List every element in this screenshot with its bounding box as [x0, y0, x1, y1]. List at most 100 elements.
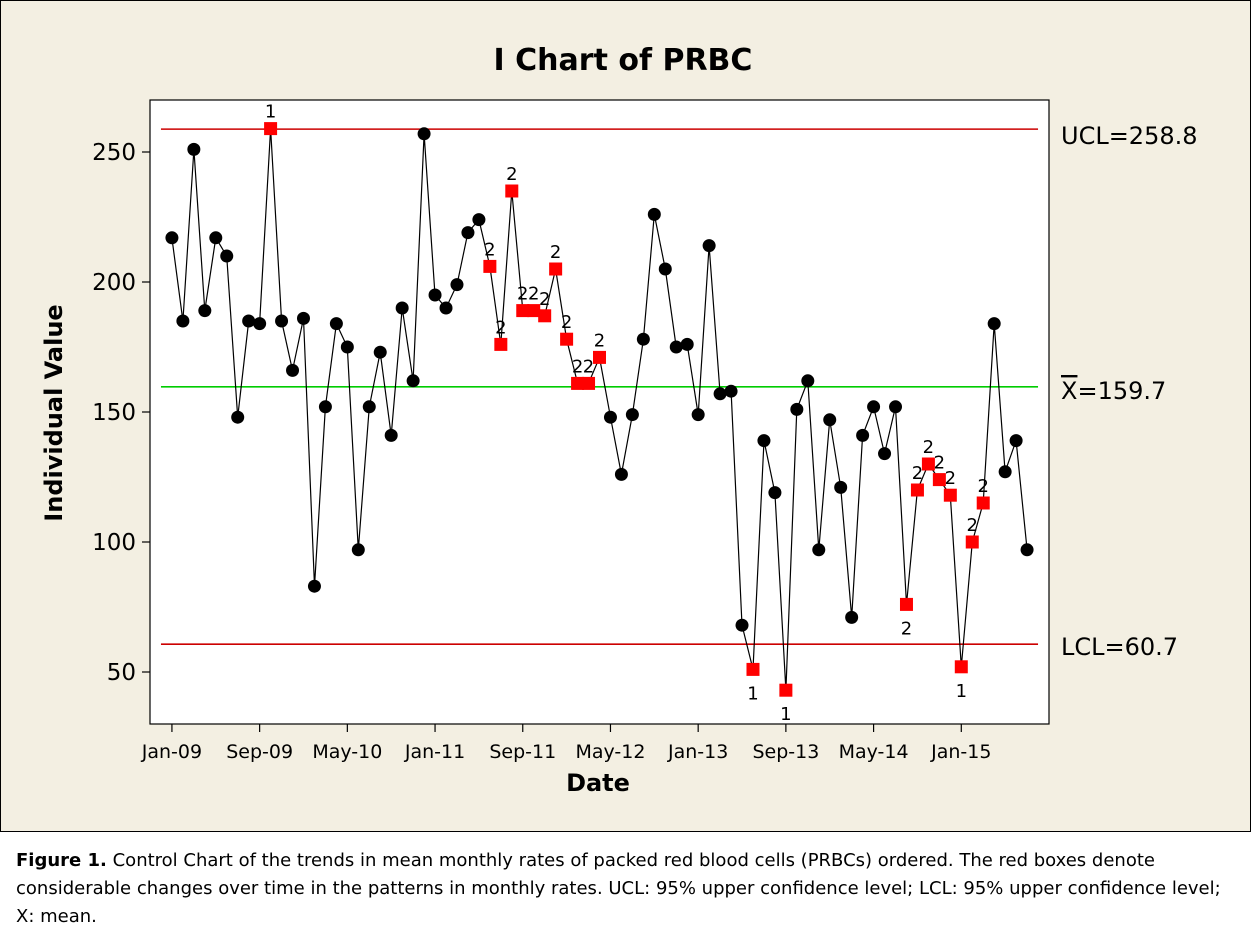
- data-points: [165, 122, 1034, 697]
- y-tick-label: 150: [92, 400, 136, 426]
- caption-text: Control Chart of the trends in mean mont…: [16, 850, 1221, 927]
- flag-label: 2: [506, 164, 517, 185]
- flag-label: 2: [901, 618, 912, 639]
- flagged-data-point: [264, 122, 278, 136]
- flag-label: 2: [517, 284, 528, 305]
- flag-label: 1: [956, 681, 967, 702]
- flagged-data-point: [593, 350, 606, 364]
- data-point: [987, 317, 1001, 331]
- data-point: [889, 400, 903, 414]
- flagged-data-point: [538, 309, 552, 323]
- data-point: [735, 618, 749, 632]
- data-point: [242, 314, 256, 328]
- flagged-data-point: [954, 660, 968, 674]
- y-axis: 50 100 150 200 250: [92, 140, 150, 686]
- x-tick-label: Jan-15: [930, 741, 991, 763]
- data-point: [823, 413, 837, 427]
- flag-label: 2: [539, 289, 550, 310]
- ucl-label: UCL=258.8: [1061, 122, 1198, 150]
- x-tick-label: May-10: [312, 741, 382, 763]
- data-point: [384, 428, 398, 442]
- data-point: [680, 337, 694, 351]
- mean-value: =159.7: [1077, 377, 1166, 405]
- y-tick-label: 250: [92, 140, 136, 166]
- data-point: [636, 332, 650, 346]
- flag-label: 2: [561, 312, 572, 333]
- flag-label: 1: [780, 704, 791, 725]
- flagged-data-point: [976, 496, 990, 510]
- data-point: [176, 314, 190, 328]
- x-axis-label: Date: [566, 769, 630, 797]
- data-point: [757, 434, 771, 448]
- data-point: [362, 400, 376, 414]
- mean-symbol: X: [1061, 377, 1077, 405]
- data-point: [801, 374, 815, 388]
- data-point: [275, 314, 289, 328]
- control-limit-lines: [160, 128, 1039, 645]
- flagged-data-point: [571, 376, 585, 390]
- data-point: [867, 400, 881, 414]
- flagged-data-point: [921, 457, 935, 471]
- data-point: [318, 400, 332, 414]
- data-point: [647, 207, 661, 221]
- flagged-data-point: [779, 683, 793, 697]
- data-point: [1020, 543, 1034, 557]
- data-point: [1009, 434, 1023, 448]
- flag-label: 2: [967, 515, 978, 536]
- data-point: [406, 374, 420, 388]
- flagged-data-point: [932, 473, 946, 487]
- x-tick-label: Sep-11: [489, 741, 556, 763]
- data-point: [340, 340, 354, 354]
- data-point: [329, 317, 343, 331]
- flag-label: 2: [594, 330, 605, 351]
- data-point: [768, 486, 782, 500]
- y-tick-label: 50: [107, 660, 136, 686]
- data-point: [834, 480, 848, 494]
- data-point: [165, 231, 179, 245]
- data-point: [351, 543, 365, 557]
- flag-label: 1: [265, 102, 276, 123]
- flagged-data-point: [582, 376, 596, 390]
- x-tick-label: May-14: [839, 741, 909, 763]
- data-point: [614, 467, 628, 481]
- data-point: [713, 387, 727, 401]
- flagged-data-point: [943, 488, 957, 502]
- x-axis: Jan-09 Sep-09 May-10 Jan-11 Sep-11 May-12 Jan-…: [141, 724, 991, 763]
- flagged-data-point: [516, 304, 530, 318]
- data-point: [669, 340, 683, 354]
- data-point: [812, 543, 826, 557]
- flagged-data-point: [746, 662, 760, 676]
- flag-label: 2: [934, 453, 945, 474]
- flagged-data-point: [494, 337, 508, 351]
- x-tick-label: Jan-09: [141, 741, 202, 763]
- data-point: [691, 408, 705, 422]
- data-point: [286, 363, 300, 377]
- flagged-data-point: [527, 304, 541, 318]
- chart-title: I Chart of PRBC: [494, 43, 753, 78]
- mean-label: X=159.7: [1061, 377, 1166, 405]
- data-point: [253, 317, 267, 331]
- caption-label: Figure 1.: [16, 850, 107, 871]
- flag-label: 2: [484, 239, 495, 260]
- data-point: [603, 410, 617, 424]
- plot-area: [149, 99, 1050, 725]
- data-point: [450, 278, 464, 292]
- figure-caption: Figure 1. Control Chart of the trends in…: [16, 847, 1231, 931]
- flagged-data-point: [899, 597, 913, 611]
- data-point: [856, 428, 870, 442]
- data-point: [625, 408, 639, 422]
- data-point: [461, 226, 475, 240]
- y-axis-label: Individual Value: [40, 304, 68, 521]
- flagged-data-point: [965, 535, 979, 549]
- data-point: [220, 249, 234, 263]
- flag-label: 2: [912, 463, 923, 484]
- x-tick-label: Sep-09: [226, 741, 293, 763]
- data-point: [439, 301, 453, 315]
- flag-label: 2: [923, 437, 934, 458]
- flag-label: 1: [747, 683, 758, 704]
- data-point: [417, 127, 431, 141]
- x-tick-label: Sep-13: [752, 741, 819, 763]
- data-point: [231, 410, 245, 424]
